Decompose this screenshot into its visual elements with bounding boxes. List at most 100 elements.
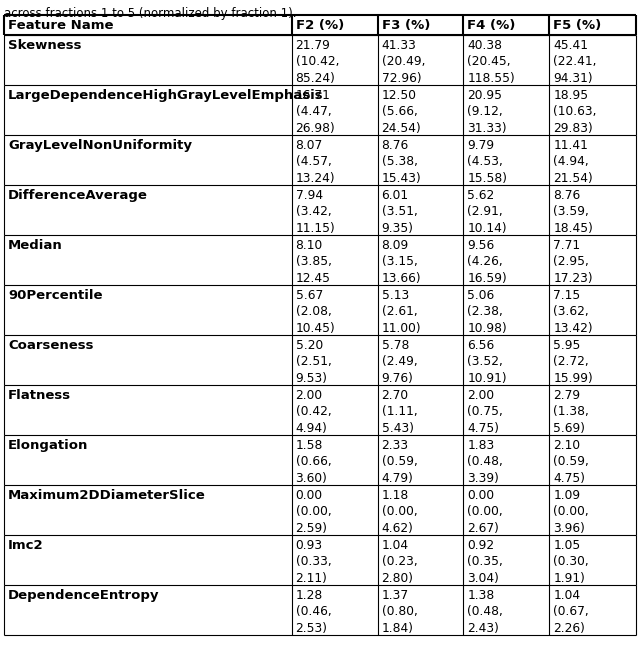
Text: 0.92
(0.35,
3.04): 0.92 (0.35, 3.04) [467, 539, 503, 585]
Text: 7.15
(3.62,
13.42): 7.15 (3.62, 13.42) [554, 289, 593, 335]
Bar [549, 35, 636, 85]
Bar [463, 185, 549, 235]
Text: 5.62
(2.91,
10.14): 5.62 (2.91, 10.14) [467, 189, 507, 235]
Text: 1.58
(0.66,
3.60): 1.58 (0.66, 3.60) [296, 439, 332, 485]
Text: 40.38
(20.45,
118.55): 40.38 (20.45, 118.55) [467, 39, 515, 85]
Text: 1.83
(0.48,
3.39): 1.83 (0.48, 3.39) [467, 439, 503, 485]
Bar [463, 285, 549, 335]
Text: 5.06
(2.38,
10.98): 5.06 (2.38, 10.98) [467, 289, 508, 335]
Bar [549, 385, 636, 435]
Text: 21.79
(10.42,
85.24): 21.79 (10.42, 85.24) [296, 39, 339, 85]
Text: 0.93
(0.33,
2.11): 0.93 (0.33, 2.11) [296, 539, 332, 585]
Text: 90Percentile: 90Percentile [8, 289, 102, 302]
Text: 1.04
(0.23,
2.80): 1.04 (0.23, 2.80) [381, 539, 417, 585]
Bar [4, 185, 292, 235]
Bar [4, 485, 292, 535]
Text: GrayLevelNonUniformity: GrayLevelNonUniformity [8, 139, 192, 152]
Text: Imc2: Imc2 [8, 539, 44, 552]
Bar [549, 485, 636, 535]
Text: Median: Median [8, 239, 63, 252]
Text: 2.79
(1.38,
5.69): 2.79 (1.38, 5.69) [554, 389, 589, 435]
Text: 2.70
(1.11,
5.43): 2.70 (1.11, 5.43) [381, 389, 417, 435]
Text: Flatness: Flatness [8, 389, 71, 402]
Bar [292, 335, 378, 385]
Bar [292, 435, 378, 485]
Text: 8.76
(3.59,
18.45): 8.76 (3.59, 18.45) [554, 189, 593, 235]
Bar [378, 435, 463, 485]
Bar [549, 85, 636, 135]
Bar [292, 35, 378, 85]
Text: Elongation: Elongation [8, 439, 88, 452]
Bar [463, 15, 549, 35]
Bar [378, 535, 463, 585]
Bar [4, 135, 292, 185]
Bar [463, 385, 549, 435]
Bar [463, 35, 549, 85]
Text: 45.41
(22.41,
94.31): 45.41 (22.41, 94.31) [554, 39, 597, 85]
Text: 1.09
(0.00,
3.96): 1.09 (0.00, 3.96) [554, 489, 589, 535]
Bar [549, 535, 636, 585]
Text: F3 (%): F3 (%) [381, 19, 430, 32]
Bar [292, 385, 378, 435]
Bar [4, 535, 292, 585]
Bar [378, 385, 463, 435]
Bar [292, 535, 378, 585]
Bar [463, 485, 549, 535]
Bar [463, 85, 549, 135]
Text: DifferenceAverage: DifferenceAverage [8, 189, 148, 202]
Text: 1.38
(0.48,
2.43): 1.38 (0.48, 2.43) [467, 589, 503, 635]
Bar [4, 385, 292, 435]
Text: 5.13
(2.61,
11.00): 5.13 (2.61, 11.00) [381, 289, 421, 335]
Bar [549, 185, 636, 235]
Bar [378, 85, 463, 135]
Bar [549, 15, 636, 35]
Text: 2.00
(0.75,
4.75): 2.00 (0.75, 4.75) [467, 389, 503, 435]
Bar [378, 285, 463, 335]
Bar [378, 585, 463, 635]
Bar [463, 135, 549, 185]
Text: 9.79
(4.53,
15.58): 9.79 (4.53, 15.58) [467, 139, 508, 185]
Text: 41.33
(20.49,
72.96): 41.33 (20.49, 72.96) [381, 39, 425, 85]
Text: DependenceEntropy: DependenceEntropy [8, 589, 159, 602]
Bar [4, 335, 292, 385]
Text: 9.56
(4.26,
16.59): 9.56 (4.26, 16.59) [467, 239, 508, 285]
Bar [549, 435, 636, 485]
Text: Feature Name: Feature Name [8, 19, 113, 32]
Bar [292, 235, 378, 285]
Bar [4, 435, 292, 485]
Text: Maximum2DDiameterSlice: Maximum2DDiameterSlice [8, 489, 205, 502]
Text: F5 (%): F5 (%) [554, 19, 602, 32]
Text: Coarseness: Coarseness [8, 339, 93, 352]
Bar [292, 285, 378, 335]
Bar [463, 535, 549, 585]
Bar [4, 285, 292, 335]
Bar [292, 485, 378, 535]
Text: 8.76
(5.38,
15.43): 8.76 (5.38, 15.43) [381, 139, 421, 185]
Text: 16.71
(4.47,
26.98): 16.71 (4.47, 26.98) [296, 89, 335, 135]
Text: 0.00
(0.00,
2.67): 0.00 (0.00, 2.67) [467, 489, 503, 535]
Text: 0.00
(0.00,
2.59): 0.00 (0.00, 2.59) [296, 489, 332, 535]
Bar [549, 235, 636, 285]
Bar [378, 35, 463, 85]
Bar [463, 335, 549, 385]
Text: 1.18
(0.00,
4.62): 1.18 (0.00, 4.62) [381, 489, 417, 535]
Text: 2.10
(0.59,
4.75): 2.10 (0.59, 4.75) [554, 439, 589, 485]
Bar [292, 185, 378, 235]
Text: 5.78
(2.49,
9.76): 5.78 (2.49, 9.76) [381, 339, 417, 385]
Text: 8.07
(4.57,
13.24): 8.07 (4.57, 13.24) [296, 139, 335, 185]
Text: 5.95
(2.72,
15.99): 5.95 (2.72, 15.99) [554, 339, 593, 385]
Bar [4, 585, 292, 635]
Text: 11.41
(4.94,
21.54): 11.41 (4.94, 21.54) [554, 139, 593, 185]
Bar [378, 15, 463, 35]
Text: 1.28
(0.46,
2.53): 1.28 (0.46, 2.53) [296, 589, 332, 635]
Text: 5.20
(2.51,
9.53): 5.20 (2.51, 9.53) [296, 339, 332, 385]
Bar [292, 15, 378, 35]
Bar [4, 85, 292, 135]
Text: 7.71
(2.95,
17.23): 7.71 (2.95, 17.23) [554, 239, 593, 285]
Bar [378, 235, 463, 285]
Bar [549, 135, 636, 185]
Bar [292, 135, 378, 185]
Text: 2.00
(0.42,
4.94): 2.00 (0.42, 4.94) [296, 389, 332, 435]
Text: 8.09
(3.15,
13.66): 8.09 (3.15, 13.66) [381, 239, 421, 285]
Text: Skewness: Skewness [8, 39, 81, 52]
